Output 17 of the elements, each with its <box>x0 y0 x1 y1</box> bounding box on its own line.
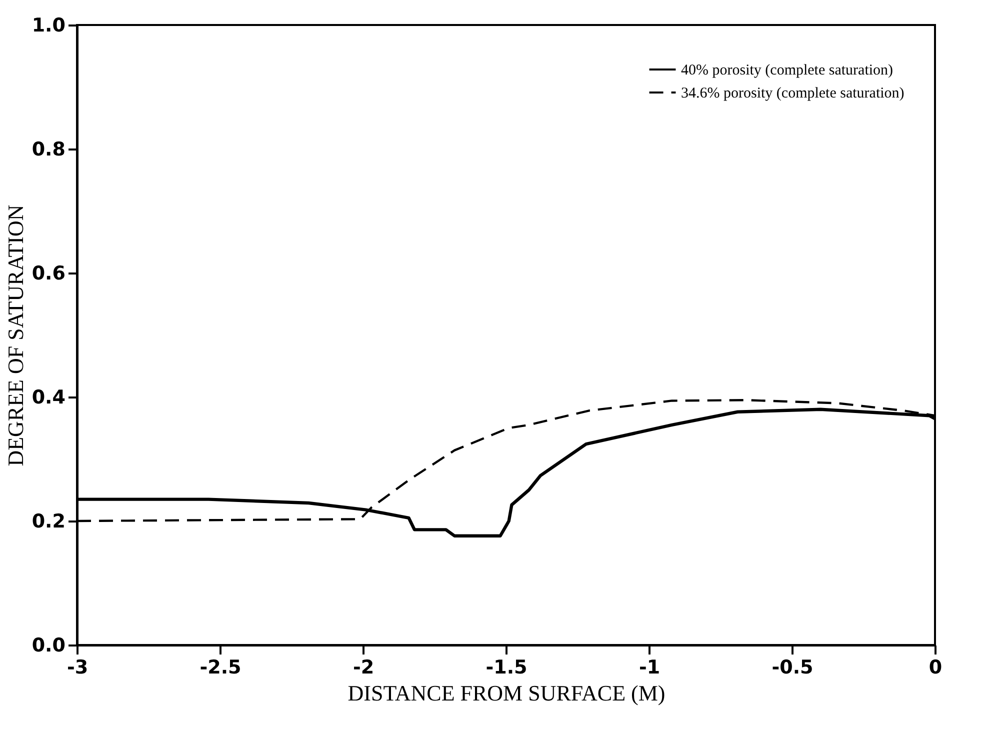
y-tick-label: 0.6 <box>32 262 66 284</box>
x-tick-label: -1 <box>638 656 660 678</box>
y-axis-title: DEGREE OF SATURATION <box>2 204 28 466</box>
legend-label: 34.6% porosity (complete saturation) <box>681 86 904 102</box>
x-axis-title: DISTANCE FROM SURFACE (M) <box>348 680 666 706</box>
x-tick-label: -0.5 <box>772 656 814 678</box>
x-tick-label: -2.5 <box>200 656 242 678</box>
legend-label: 40% porosity (complete saturation) <box>681 62 894 78</box>
x-tick-label: -1.5 <box>486 656 528 678</box>
x-tick-label: 0 <box>928 656 942 678</box>
y-tick-label: 0.4 <box>32 386 66 408</box>
y-tick-label: 0.2 <box>32 510 66 532</box>
y-tick-label: 0.8 <box>32 138 66 160</box>
y-tick-label: 1.0 <box>32 14 66 36</box>
x-tick-label: -3 <box>66 656 88 678</box>
x-tick-label: -2 <box>352 656 374 678</box>
y-tick-label: 0.0 <box>32 634 66 656</box>
